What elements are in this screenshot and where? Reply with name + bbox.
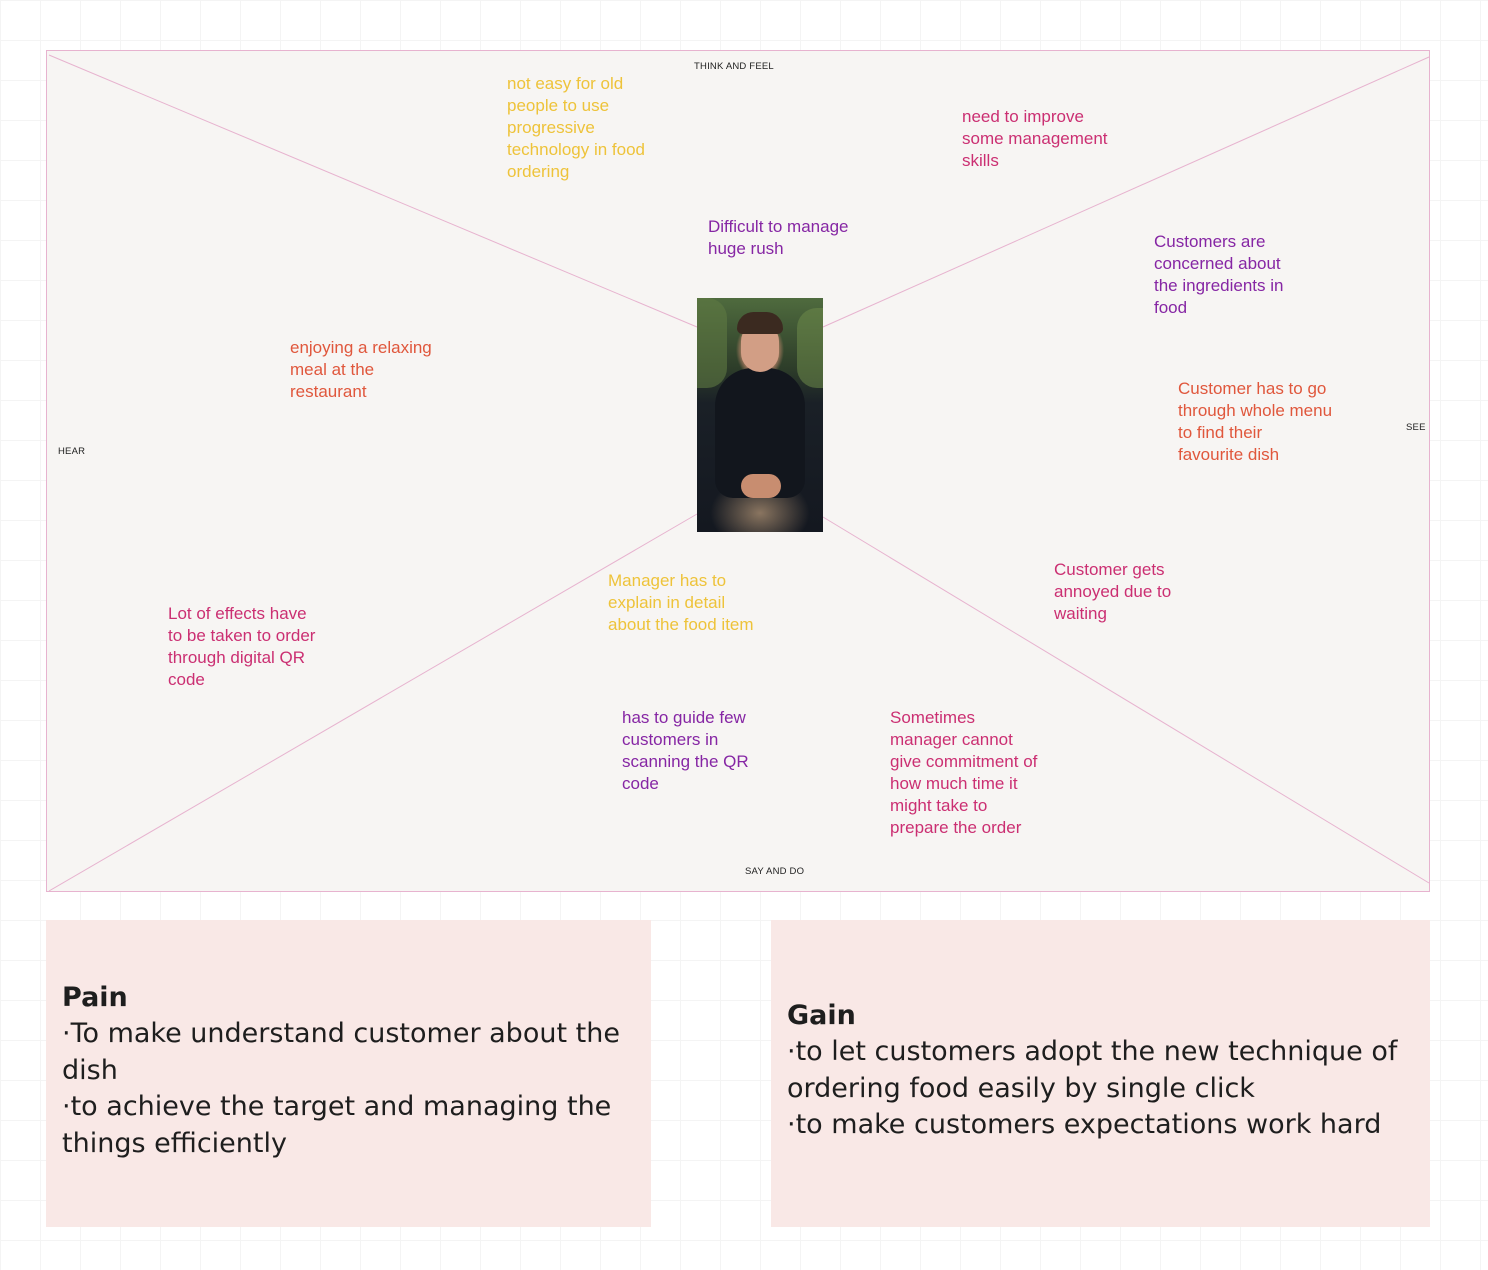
sticky-note-whole-menu: Customer has to go through whole menu to…: [1178, 379, 1333, 464]
pain-line: dish: [62, 1054, 118, 1086]
sticky-note-guide-customers: has to guide few customers in scanning t…: [622, 708, 749, 793]
pain-line: ·To make understand customer about the: [62, 1018, 620, 1049]
gain-title: Gain: [787, 1000, 856, 1031]
pain-card: Pain ·To make understand customer about …: [46, 920, 651, 1227]
persona-photo: [697, 298, 823, 532]
empathy-map-diagonals: [48, 54, 1430, 892]
sticky-note-commitment-time: Sometimes manager cannot give commitment…: [890, 708, 1038, 837]
sticky-note-huge-rush: Difficult to manage huge rush: [708, 217, 849, 258]
empathy-map: THINK AND FEEL HEAR SEE SAY AND DO not e…: [46, 50, 1430, 892]
sticky-note-management-skills: need to improve some management skills: [962, 107, 1108, 170]
sticky-note-explain-detail: Manager has to explain in detail about t…: [608, 571, 754, 634]
sticky-note-qr-effort: Lot of effects have to be taken to order…: [168, 604, 316, 689]
sticky-note-ingredients: Customers are concerned about the ingred…: [1154, 232, 1284, 317]
see-label: SEE: [1406, 422, 1426, 433]
pain-line: ·to achieve the target and managing the: [62, 1091, 612, 1122]
pain-title: Pain: [62, 982, 128, 1013]
think-and-feel-label: THINK AND FEEL: [694, 61, 774, 72]
say-and-do-label: SAY AND DO: [745, 866, 805, 877]
hear-label: HEAR: [58, 446, 86, 457]
sticky-note-old-people: not easy for old people to use progressi…: [507, 74, 645, 181]
gain-line: ordering food easily by single click: [787, 1072, 1255, 1104]
gain-line: ·to make customers expectations work har…: [787, 1109, 1382, 1140]
sticky-note-relaxing-meal: enjoying a relaxing meal at the restaura…: [290, 338, 432, 401]
gain-card: Gain ·to let customers adopt the new tec…: [771, 920, 1430, 1227]
gain-line: ·to let customers adopt the new techniqu…: [787, 1036, 1398, 1067]
pain-line: things efficiently: [62, 1127, 287, 1159]
sticky-note-annoyed-waiting: Customer gets annoyed due to waiting: [1054, 560, 1172, 623]
